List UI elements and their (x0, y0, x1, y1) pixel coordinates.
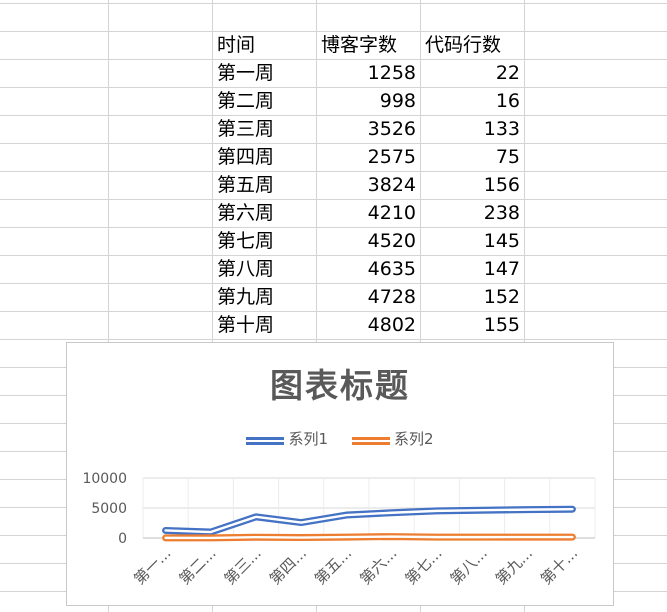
row-gridline (0, 255, 667, 256)
cell-blog-words[interactable]: 3526 (367, 118, 416, 140)
cell-blog-words[interactable]: 4635 (367, 258, 416, 280)
header-cell[interactable]: 代码行数 (425, 34, 502, 56)
cell-code-lines[interactable]: 155 (483, 314, 520, 336)
cell-week[interactable]: 第八周 (217, 258, 275, 280)
cell-week[interactable]: 第十周 (217, 314, 275, 336)
cell-blog-words[interactable]: 3824 (367, 174, 416, 196)
row-gridline (0, 199, 667, 200)
cell-week[interactable]: 第九周 (217, 286, 275, 308)
legend-label-series-1: 系列1 (288, 429, 328, 448)
cell-blog-words[interactable]: 998 (379, 90, 416, 112)
chart-legend[interactable]: 系列1 系列2 (67, 427, 613, 449)
series-line-inner-2 (164, 535, 574, 540)
row-gridline (0, 227, 667, 228)
cell-code-lines[interactable]: 75 (495, 146, 520, 168)
cell-code-lines[interactable]: 145 (483, 230, 520, 252)
y-tick-label: 5000 (91, 501, 127, 517)
plot-area: 0 5000 10000 第一... 第二... 第三... 第四... 第五... 第六...… (82, 471, 596, 588)
cell-blog-words[interactable]: 2575 (367, 146, 416, 168)
x-tick-label: 第五... (311, 544, 355, 588)
row-gridline (0, 143, 667, 144)
cell-blog-words[interactable]: 1258 (367, 62, 416, 84)
cell-blog-words[interactable]: 4520 (367, 230, 416, 252)
cell-blog-words[interactable]: 4802 (367, 314, 416, 336)
row-gridline (0, 87, 667, 88)
column-gridline (108, 0, 109, 612)
column-gridline (316, 0, 317, 612)
legend-swatch-series-2 (352, 436, 390, 445)
row-gridline (0, 339, 667, 340)
x-tick-label: 第三... (221, 544, 265, 588)
cell-week[interactable]: 第一周 (217, 62, 275, 84)
x-tick-label: 第一... (130, 544, 174, 588)
row-gridline (0, 59, 667, 60)
row-gridline (0, 283, 667, 284)
y-tick-label: 0 (118, 531, 127, 547)
row-gridline (0, 31, 667, 32)
x-tick-label: 第四... (266, 544, 310, 588)
line-chart[interactable]: 图表标题 系列1 系列2 0 5000 10000 第一... 第二... 第三... 第四… (66, 342, 614, 606)
cell-code-lines[interactable]: 16 (495, 90, 520, 112)
cell-blog-words[interactable]: 4210 (367, 202, 416, 224)
legend-swatch-series-1 (246, 436, 285, 445)
cell-code-lines[interactable]: 152 (483, 286, 520, 308)
cell-code-lines[interactable]: 133 (483, 118, 520, 140)
cell-code-lines[interactable]: 22 (495, 62, 520, 84)
legend-item-series-2[interactable]: 系列2 (352, 428, 434, 449)
x-tick-label: 第十... (537, 544, 581, 588)
chart-title[interactable]: 图表标题 (270, 366, 410, 405)
x-tick-label: 第二... (176, 544, 220, 588)
cell-week[interactable]: 第二周 (217, 90, 275, 112)
x-tick-label: 第六... (356, 544, 400, 588)
cell-blog-words[interactable]: 4728 (367, 286, 416, 308)
series-line-inner-1 (164, 507, 574, 534)
row-gridline (0, 171, 667, 172)
column-gridline (212, 0, 213, 612)
cell-code-lines[interactable]: 147 (483, 258, 520, 280)
header-cell[interactable]: 博客字数 (321, 34, 398, 56)
y-tick-label: 10000 (82, 471, 127, 487)
cell-week[interactable]: 第三周 (217, 118, 275, 140)
x-tick-label: 第七... (402, 544, 446, 588)
cell-week[interactable]: 第五周 (217, 174, 275, 196)
column-gridline (524, 0, 525, 612)
header-cell[interactable]: 时间 (217, 34, 256, 56)
row-gridline (0, 311, 667, 312)
cell-code-lines[interactable]: 156 (483, 174, 520, 196)
row-gridline (0, 3, 667, 4)
cell-code-lines[interactable]: 238 (483, 202, 520, 224)
legend-label-series-2: 系列2 (394, 429, 434, 448)
cell-week[interactable]: 第六周 (217, 202, 275, 224)
cell-week[interactable]: 第七周 (217, 230, 275, 252)
x-tick-label: 第九... (492, 544, 536, 588)
cell-week[interactable]: 第四周 (217, 146, 275, 168)
row-gridline (0, 115, 667, 116)
legend-item-series-1[interactable]: 系列1 (246, 428, 328, 449)
column-gridline (420, 0, 421, 612)
x-tick-label: 第八... (447, 544, 491, 588)
